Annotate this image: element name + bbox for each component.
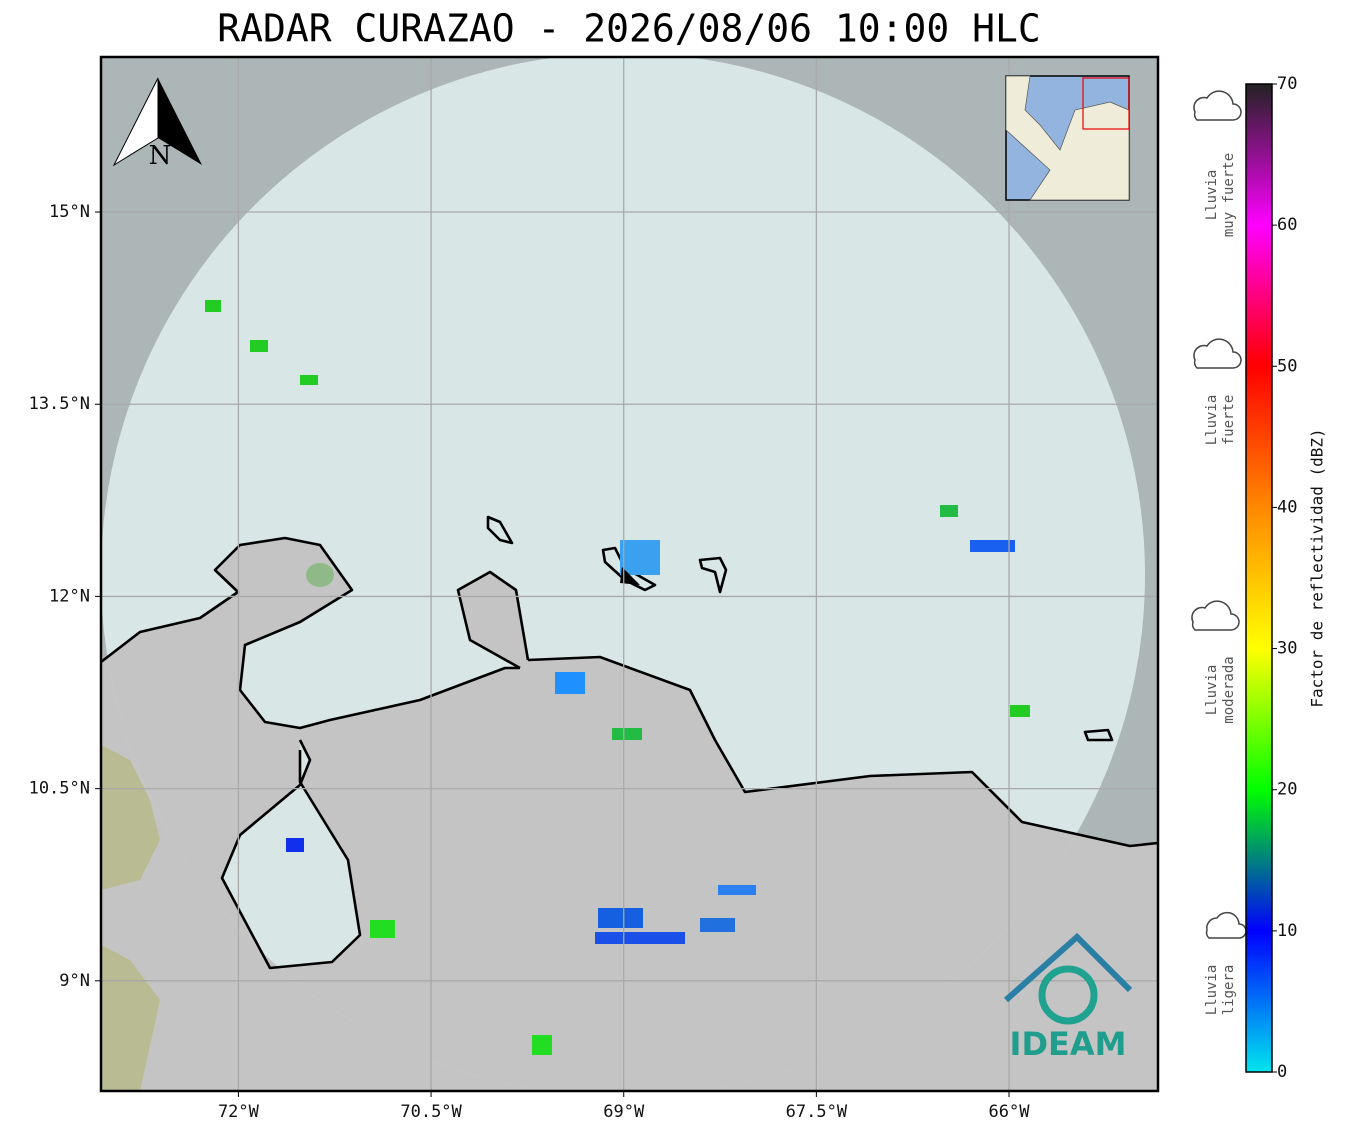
land-green [306, 563, 334, 587]
north-arrow: N [112, 77, 202, 171]
echo [620, 540, 660, 575]
radar-site [620, 567, 640, 585]
icon-cloud [1205, 911, 1247, 939]
colorbar-tick-label: 40 [1277, 497, 1297, 517]
colorbar-tick-label: 20 [1277, 780, 1297, 800]
inset-land [1005, 75, 1130, 201]
colorbar-tick-label: 10 [1277, 921, 1297, 941]
echo [286, 838, 304, 852]
x-tick-label: 66°W [989, 1102, 1031, 1122]
echo [718, 885, 756, 895]
chart-title: RADAR CURAZAO - 2026/08/06 10:00 HLC [217, 7, 1041, 51]
legend-icons [1191, 90, 1247, 939]
echo [205, 300, 221, 312]
echo [940, 505, 958, 517]
terrain [101, 745, 160, 1091]
y-tick-label: 12°N [49, 586, 90, 606]
inset-map [1005, 75, 1130, 201]
arrow-right [158, 78, 202, 165]
echo [595, 932, 685, 944]
logo-roof [1004, 932, 1133, 1003]
colorbar-scale [1245, 83, 1273, 1073]
north-label: N [149, 141, 172, 171]
colorbar-tick-label: 60 [1277, 215, 1297, 235]
inset-box [1082, 77, 1130, 130]
echo [250, 340, 268, 352]
icon-cloud [1191, 600, 1240, 631]
logo-swirl [1038, 965, 1098, 1025]
icon-cloud [1193, 338, 1242, 369]
colorbar-tick-label: 70 [1277, 74, 1297, 94]
legend-label: Lluvia [1204, 170, 1220, 221]
legend-label: fuerte [1221, 395, 1237, 446]
echo [370, 920, 395, 938]
logo-text: IDEAM [1010, 1025, 1127, 1063]
x-tick-label: 67.5°W [786, 1102, 848, 1122]
x-tick-label: 72°W [218, 1102, 260, 1122]
legend-label: moderada [1221, 656, 1237, 723]
x-tick-label: 69°W [603, 1102, 645, 1122]
colorbar-tick-label: 0 [1277, 1062, 1287, 1082]
colorbar-tick-label: 50 [1277, 356, 1297, 376]
x-tick-label: 70.5°W [400, 1102, 462, 1122]
colorbar-tick-label: 30 [1277, 639, 1297, 659]
lake [222, 740, 360, 968]
legend-label: Lluvia [1204, 665, 1220, 716]
echo [555, 672, 585, 694]
echo [532, 1035, 552, 1055]
echo [612, 728, 642, 740]
paraguana [456, 570, 530, 670]
echo [300, 375, 318, 385]
echoes [205, 300, 1030, 1055]
y-tick-label: 9°N [59, 971, 90, 991]
curacao [601, 546, 657, 592]
lake-shore [220, 739, 362, 970]
bonaire [698, 556, 728, 594]
map-area [101, 57, 1158, 1091]
icon-cloud [1193, 90, 1242, 121]
legend-label: muy fuerte [1221, 153, 1237, 237]
grid [101, 57, 1158, 1091]
colorbar: 0 10 20 30 40 50 60 70 Factor de reflectividad (… [1245, 74, 1327, 1082]
legend-label: Lluvia [1204, 395, 1220, 446]
y-tick-label: 13.5°N [29, 394, 90, 414]
legend-label: ligera [1221, 965, 1237, 1016]
legend-label: Lluvia [1204, 965, 1220, 1016]
aruba [486, 515, 514, 545]
y-tick-label: 15°N [49, 202, 90, 222]
y-tick-label: 10.5°N [29, 779, 90, 799]
colorbar-label: Factor de reflectividad (dBZ) [1308, 428, 1327, 707]
map-frame [99, 55, 1160, 1093]
echo [1010, 705, 1030, 717]
logo: IDEAM [1004, 932, 1133, 1063]
echo [700, 918, 735, 932]
echo [598, 908, 643, 928]
margarita [1083, 728, 1114, 742]
echo [970, 540, 1015, 552]
